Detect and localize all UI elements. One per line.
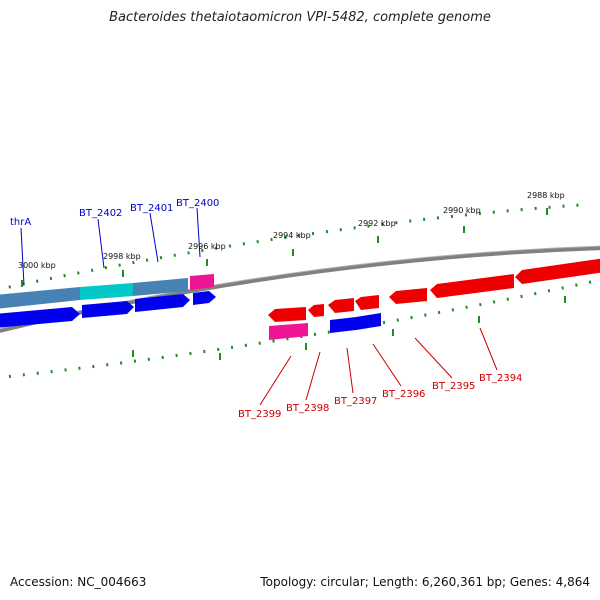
bottom-leaders bbox=[259, 327, 498, 406]
tick-label: 2996 kbp bbox=[188, 242, 226, 251]
tick-label: 3000 kbp bbox=[18, 261, 56, 270]
gene-arrow-rev[interactable] bbox=[308, 304, 324, 317]
outer-major-ticks bbox=[21, 208, 548, 287]
gene-label: BT_2399 bbox=[238, 409, 281, 420]
feature-thrA[interactable] bbox=[0, 287, 80, 309]
top-labels: thrA BT_2402 BT_2401 BT_2400 bbox=[10, 198, 219, 228]
genome-summary: Topology: circular; Length: 6,260,361 bp… bbox=[260, 575, 590, 589]
feature-bt2399[interactable] bbox=[269, 323, 308, 340]
tick-label: 2994 kbp bbox=[273, 231, 311, 240]
gene-arrow-fwd[interactable] bbox=[82, 301, 134, 318]
feature-bt2401[interactable] bbox=[133, 278, 188, 296]
bottom-labels: BT_2399 BT_2398 BT_2397 BT_2396 BT_2395 … bbox=[238, 373, 522, 420]
feature-row-outer bbox=[0, 274, 214, 309]
gene-arrow-rev[interactable] bbox=[430, 274, 514, 298]
leader-bt2401 bbox=[149, 212, 159, 263]
gene-arrow-fwd[interactable] bbox=[135, 294, 190, 312]
genome-backbone-highlight bbox=[0, 245, 600, 330]
tick-label: 2992 kbp bbox=[358, 219, 396, 228]
leader-thrA bbox=[20, 227, 25, 286]
gene-arrow-fwd[interactable] bbox=[193, 291, 216, 305]
inner-major-ticks bbox=[132, 296, 566, 360]
genome-backbone bbox=[0, 246, 600, 333]
tick-label: 2990 kbp bbox=[443, 206, 481, 215]
gene-label: BT_2402 bbox=[79, 208, 122, 219]
leader-bt2402 bbox=[97, 218, 105, 269]
gene-label: BT_2396 bbox=[382, 389, 425, 400]
gene-arrow-rev[interactable] bbox=[268, 307, 306, 322]
leader-bt2397 bbox=[346, 347, 354, 394]
leader-bt2398 bbox=[305, 351, 321, 401]
leader-bt2395 bbox=[414, 337, 453, 379]
leader-bt2400 bbox=[196, 207, 201, 258]
gene-label: BT_2395 bbox=[432, 381, 475, 392]
gene-arrow-rev[interactable] bbox=[328, 298, 354, 313]
feature-bt2402[interactable] bbox=[80, 283, 133, 300]
accession-text: Accession: NC_004663 bbox=[10, 575, 147, 589]
tick-labels: 3000 kbp 2998 kbp 2996 kbp 2994 kbp 2992… bbox=[18, 191, 565, 270]
feature-bt2400[interactable] bbox=[190, 274, 214, 290]
gene-label: BT_2398 bbox=[286, 403, 329, 414]
tick-label: 2998 kbp bbox=[103, 252, 141, 261]
feature-row-inner bbox=[269, 313, 381, 340]
top-leaders bbox=[20, 207, 201, 286]
feature-bt2396[interactable] bbox=[356, 313, 381, 330]
gene-label: BT_2400 bbox=[176, 198, 219, 209]
gene-label: BT_2394 bbox=[479, 373, 522, 384]
gene-arrow-rev[interactable] bbox=[515, 258, 600, 284]
gene-arrow-fwd[interactable] bbox=[0, 307, 80, 328]
gene-arrow-rev[interactable] bbox=[355, 295, 379, 310]
reverse-genes bbox=[268, 258, 600, 322]
feature-bt2397[interactable] bbox=[330, 317, 356, 333]
leader-bt2399 bbox=[259, 355, 292, 406]
forward-genes bbox=[0, 291, 216, 328]
inner-tick-ring bbox=[0, 278, 600, 379]
gene-label: thrA bbox=[10, 217, 31, 228]
gene-label: BT_2397 bbox=[334, 396, 377, 407]
gene-label: BT_2401 bbox=[130, 203, 173, 214]
tick-label: 2988 kbp bbox=[527, 191, 565, 200]
gene-arrow-rev[interactable] bbox=[389, 288, 427, 304]
leader-bt2394 bbox=[479, 327, 498, 371]
map-title: Bacteroides thetaiotaomicron VPI-5482, c… bbox=[109, 10, 491, 25]
leader-bt2396 bbox=[372, 343, 402, 387]
